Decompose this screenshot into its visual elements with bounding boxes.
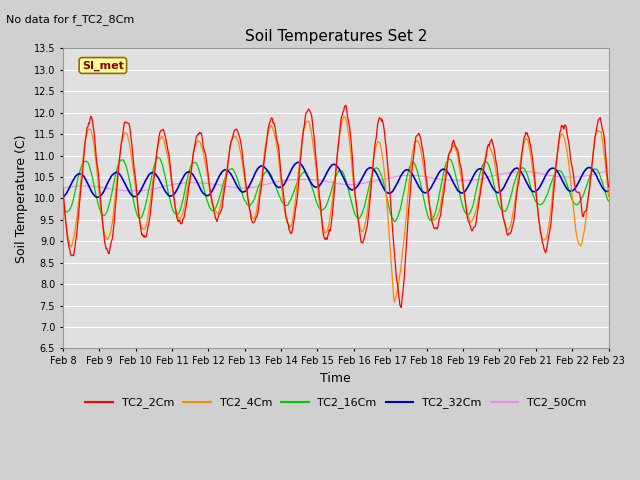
TC2_4Cm	[209, 204, 217, 210]
TC2_2Cm	[69, 252, 77, 258]
TC2_50Cm	[125, 188, 132, 194]
TC2_32Cm	[210, 185, 218, 191]
TC2_4Cm	[59, 195, 67, 201]
TC2_16Cm	[419, 194, 427, 200]
TC2_4Cm	[69, 239, 77, 245]
Text: SI_met: SI_met	[82, 60, 124, 71]
TC2_16Cm	[125, 175, 132, 180]
TC2_4Cm	[419, 163, 427, 168]
TC2_32Cm	[69, 178, 77, 184]
TC2_2Cm	[125, 120, 132, 126]
TC2_16Cm	[404, 172, 412, 178]
TC2_50Cm	[419, 174, 426, 180]
TC2_16Cm	[154, 155, 161, 160]
Line: TC2_2Cm: TC2_2Cm	[63, 105, 609, 308]
TC2_32Cm	[404, 167, 412, 173]
TC2_32Cm	[605, 188, 612, 194]
TC2_4Cm	[390, 299, 398, 305]
TC2_32Cm	[181, 171, 189, 177]
X-axis label: Time: Time	[320, 372, 351, 384]
TC2_32Cm	[93, 194, 101, 200]
TC2_2Cm	[209, 202, 217, 208]
TC2_16Cm	[605, 198, 612, 204]
TC2_32Cm	[295, 159, 303, 165]
TC2_32Cm	[126, 190, 134, 195]
TC2_50Cm	[59, 185, 67, 191]
TC2_2Cm	[404, 227, 412, 232]
TC2_50Cm	[210, 181, 218, 187]
TC2_2Cm	[419, 151, 427, 156]
TC2_4Cm	[340, 114, 348, 120]
TC2_2Cm	[605, 184, 612, 190]
Line: TC2_32Cm: TC2_32Cm	[63, 162, 609, 197]
TC2_2Cm	[397, 305, 405, 311]
TC2_16Cm	[59, 203, 67, 208]
TC2_4Cm	[605, 194, 612, 200]
TC2_50Cm	[69, 184, 77, 190]
Line: TC2_50Cm: TC2_50Cm	[63, 171, 609, 191]
Title: Soil Temperatures Set 2: Soil Temperatures Set 2	[244, 29, 427, 44]
TC2_2Cm	[342, 102, 350, 108]
TC2_2Cm	[59, 184, 67, 190]
TC2_4Cm	[404, 198, 412, 204]
Y-axis label: Soil Temperature (C): Soil Temperature (C)	[15, 134, 28, 263]
Text: No data for f_TC2_8Cm: No data for f_TC2_8Cm	[6, 14, 134, 25]
TC2_32Cm	[419, 189, 427, 195]
TC2_2Cm	[180, 214, 188, 219]
TC2_50Cm	[127, 188, 134, 194]
TC2_16Cm	[210, 207, 218, 213]
TC2_32Cm	[59, 194, 67, 200]
TC2_16Cm	[69, 199, 77, 205]
TC2_50Cm	[403, 173, 410, 179]
TC2_16Cm	[390, 219, 398, 225]
TC2_16Cm	[181, 187, 189, 193]
Line: TC2_16Cm: TC2_16Cm	[63, 157, 609, 222]
TC2_4Cm	[180, 204, 188, 210]
TC2_50Cm	[181, 180, 189, 186]
Line: TC2_4Cm: TC2_4Cm	[63, 117, 609, 302]
Legend: TC2_2Cm, TC2_4Cm, TC2_16Cm, TC2_32Cm, TC2_50Cm: TC2_2Cm, TC2_4Cm, TC2_16Cm, TC2_32Cm, TC…	[81, 393, 591, 413]
TC2_50Cm	[605, 168, 612, 174]
TC2_4Cm	[125, 138, 132, 144]
